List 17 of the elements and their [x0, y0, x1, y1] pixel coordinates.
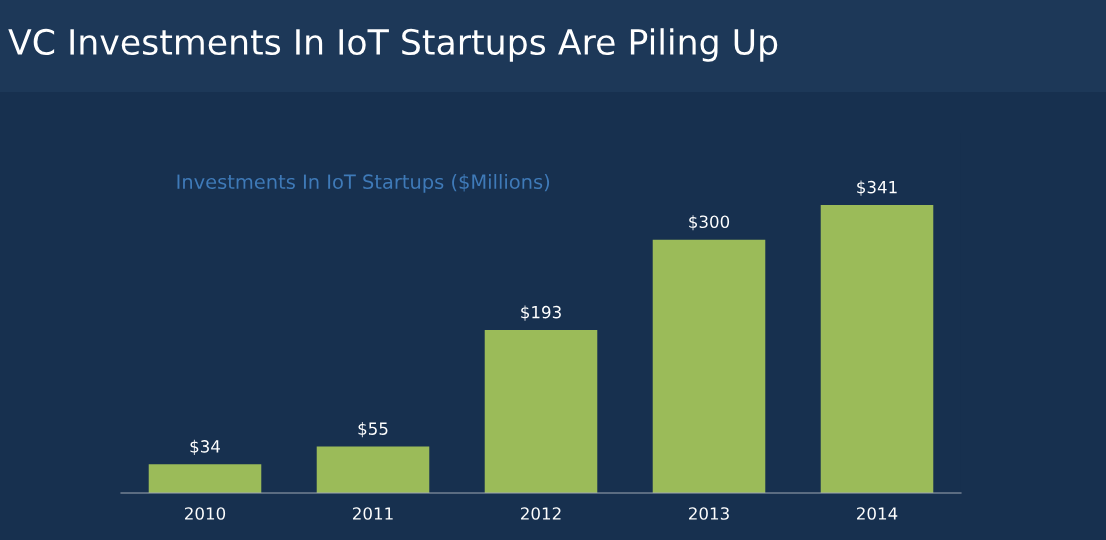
x-tick-label: 2010 [185, 507, 226, 520]
bar [484, 330, 598, 493]
chart-title: VC Investments In IoT Startups Are Piling Up [8, 28, 778, 62]
data-label: $34 [190, 439, 220, 455]
data-label: $341 [857, 180, 897, 196]
x-tick-label: 2011 [353, 507, 393, 520]
x-tick-label: 2014 [857, 507, 898, 520]
bar [820, 205, 934, 493]
data-label: $300 [689, 215, 730, 231]
data-label: $193 [521, 305, 561, 321]
bar [316, 446, 430, 493]
x-tick-label: 2013 [689, 507, 729, 520]
bar [148, 464, 262, 493]
bar [652, 239, 766, 493]
x-tick-label: 2012 [521, 507, 561, 520]
chart-subtitle: Investments In IoT Startups ($Millions) [177, 173, 550, 193]
data-label: $55 [358, 422, 388, 438]
